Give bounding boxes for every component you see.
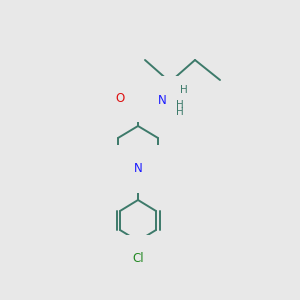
Text: H: H: [176, 100, 184, 110]
Text: Cl: Cl: [132, 253, 144, 266]
Text: H: H: [180, 85, 188, 95]
Text: N: N: [158, 94, 166, 106]
Text: N: N: [134, 163, 142, 176]
Text: O: O: [116, 92, 124, 104]
Text: H: H: [176, 107, 184, 117]
